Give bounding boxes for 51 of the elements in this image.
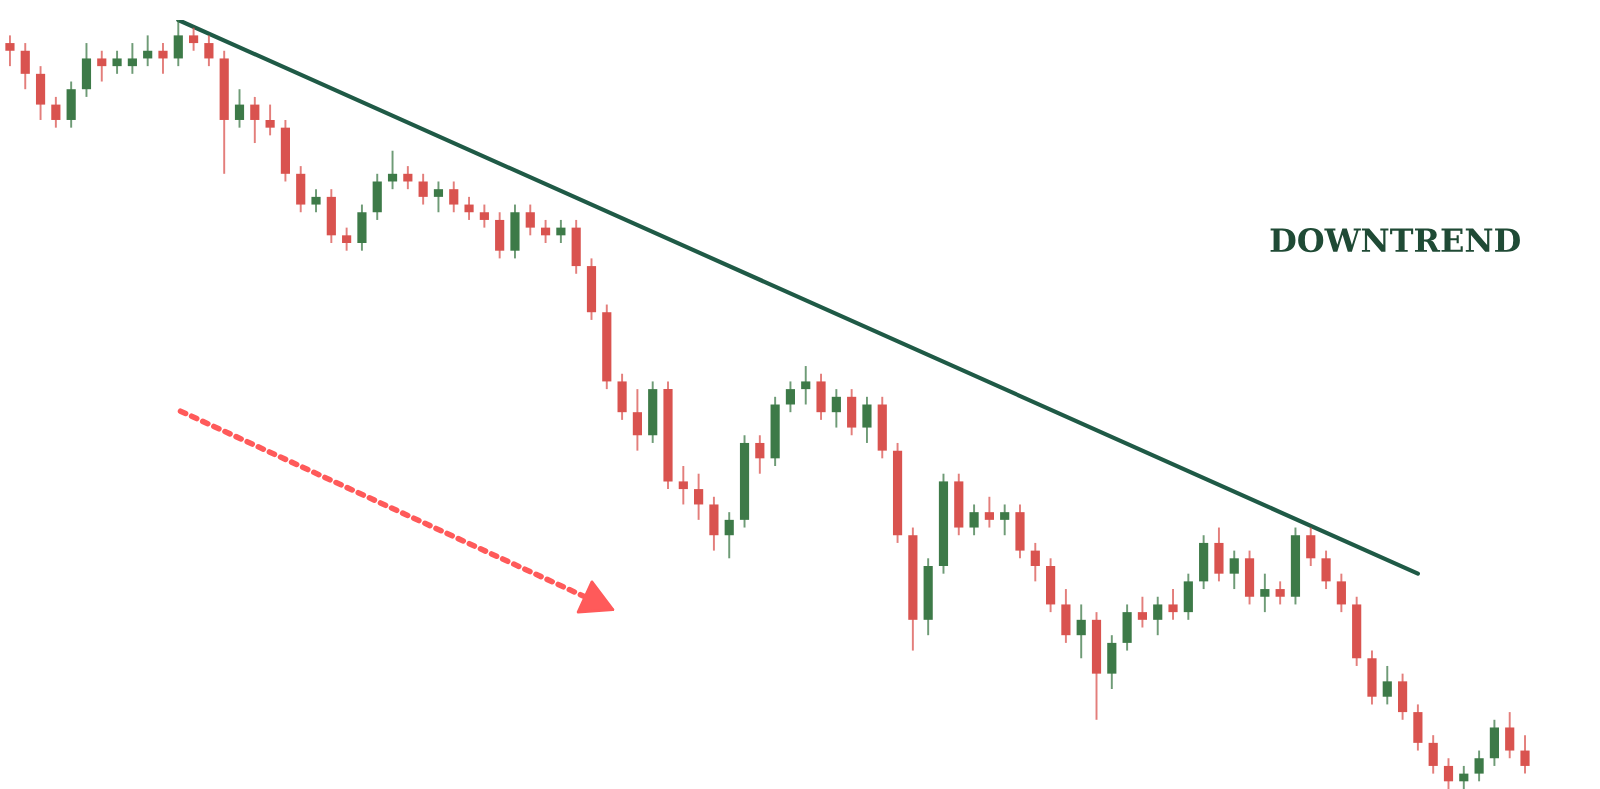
candlestick [342, 226, 352, 252]
candlestick [5, 34, 15, 68]
candlestick [479, 203, 489, 229]
candlestick [418, 172, 428, 206]
candlestick [204, 34, 214, 68]
candlestick [1275, 580, 1285, 606]
candlestick [862, 395, 872, 444]
candlestick [449, 180, 459, 214]
candlestick [1030, 541, 1040, 583]
candlestick [1229, 549, 1239, 591]
annotation: DOWNTREND [1270, 228, 1520, 253]
candlestick [785, 380, 796, 414]
candlestick [1153, 595, 1163, 637]
candlestick [1474, 749, 1484, 783]
candlestick [112, 49, 122, 75]
candlestick [969, 503, 979, 537]
candlestick [1336, 572, 1346, 614]
candlestick [1168, 588, 1178, 621]
candlestick [20, 42, 30, 91]
candlestick [801, 365, 811, 406]
candlestick [311, 188, 321, 214]
candlestick [1505, 711, 1515, 760]
candlestick [632, 388, 642, 452]
candlestick [1428, 734, 1438, 775]
candlestick [1260, 572, 1270, 614]
candlestick [1137, 595, 1148, 629]
candlestick [1520, 734, 1530, 775]
candlestick [1306, 526, 1316, 567]
candlestick [984, 495, 994, 529]
candlestick [1321, 549, 1331, 591]
candlestick [755, 434, 765, 475]
candlestick [433, 180, 444, 214]
candlestick [1076, 603, 1086, 660]
candlestick [51, 95, 61, 129]
candlestick [678, 465, 688, 506]
candlestick [1382, 664, 1392, 706]
candlestick [1000, 503, 1010, 537]
candlestick [173, 20, 183, 68]
candlestick [1443, 757, 1454, 789]
candlestick [158, 42, 168, 75]
candlestick [97, 49, 107, 83]
candlestick [127, 42, 137, 75]
candlestick [464, 195, 474, 221]
candlestick [694, 472, 704, 521]
candlestick [265, 103, 275, 137]
candlestick [724, 511, 734, 560]
candlestick [234, 88, 245, 129]
candlestick [250, 95, 260, 145]
candlestick [525, 203, 535, 237]
candlestick [831, 388, 841, 429]
candlestick [189, 26, 199, 52]
